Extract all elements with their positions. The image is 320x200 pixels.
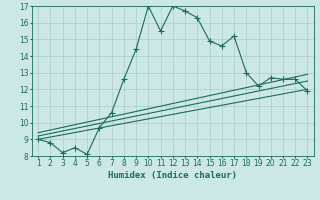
X-axis label: Humidex (Indice chaleur): Humidex (Indice chaleur) [108,171,237,180]
